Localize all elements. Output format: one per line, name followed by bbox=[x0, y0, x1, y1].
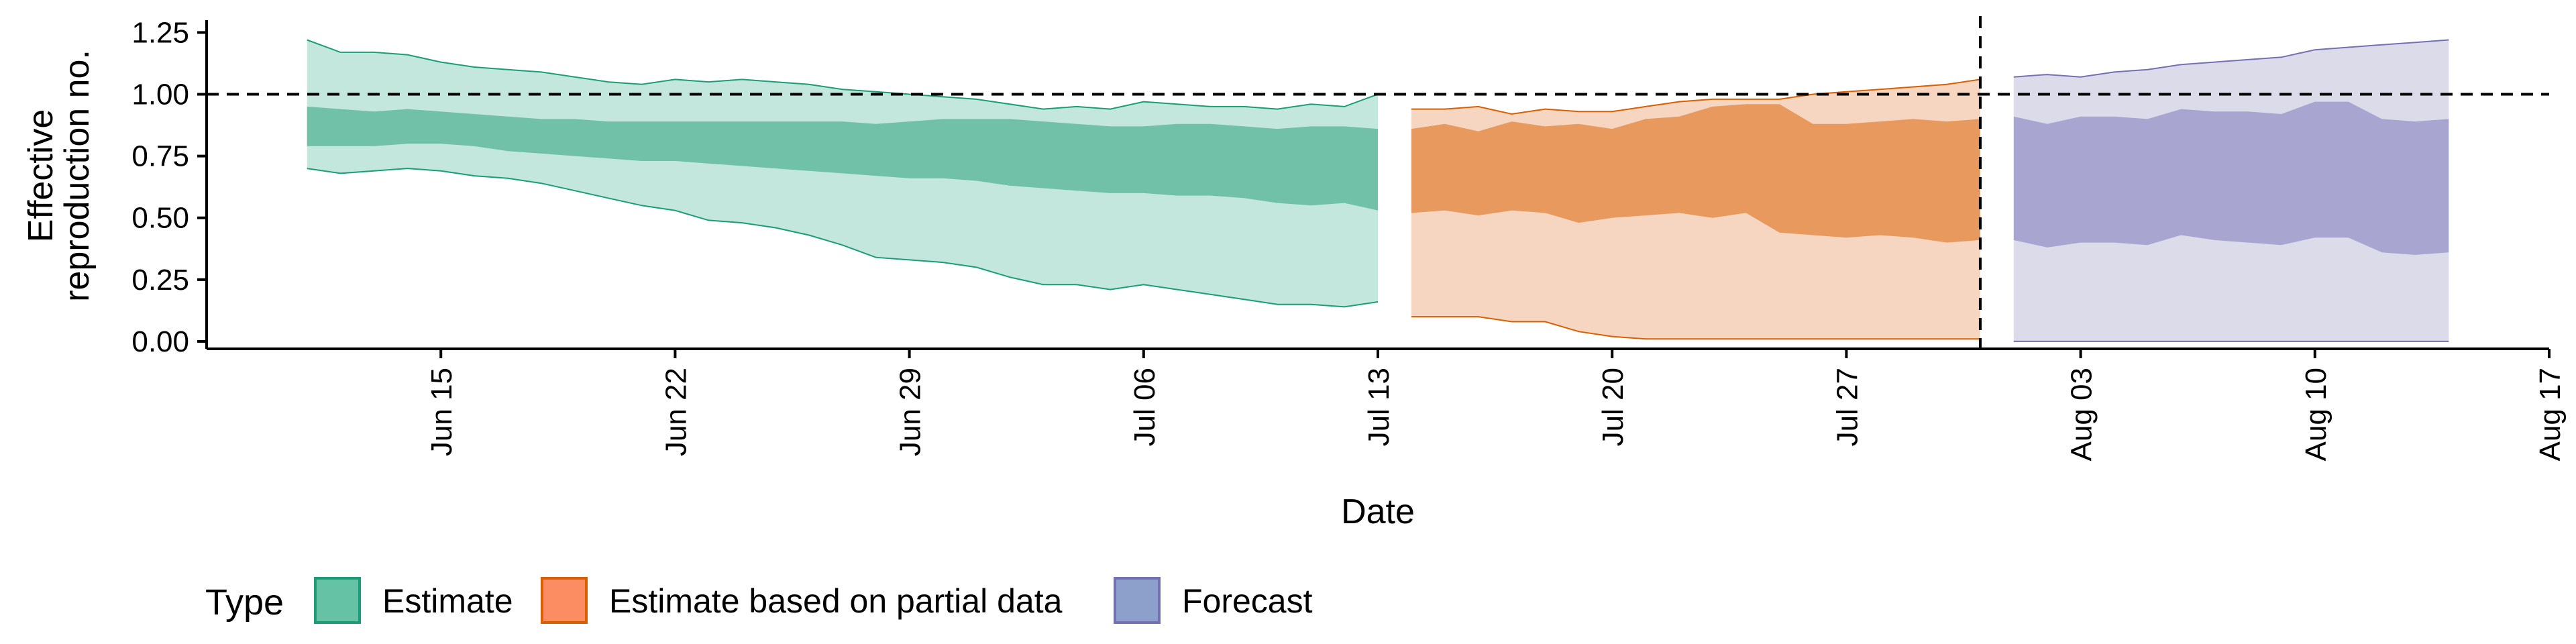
legend: Type Estimate Estimate based on partial … bbox=[205, 577, 1313, 624]
x-tick-label: Aug 03 bbox=[2065, 368, 2098, 461]
legend-label-estimate: Estimate bbox=[382, 582, 513, 620]
x-tick-label: Jul 13 bbox=[1362, 368, 1395, 446]
upper-bound-line-estimate bbox=[307, 39, 1379, 110]
axes bbox=[197, 20, 2551, 358]
x-tick-label: Aug 17 bbox=[2534, 368, 2567, 461]
legend-key-partial bbox=[541, 577, 588, 624]
y-tick-label: 1.00 bbox=[131, 78, 189, 111]
legend-entry-partial: Estimate based on partial data bbox=[541, 577, 1063, 624]
y-tick-label: 0.50 bbox=[131, 202, 189, 235]
x-tick-label: Jun 29 bbox=[894, 368, 927, 456]
x-tick-label: Jul 06 bbox=[1128, 368, 1161, 446]
x-tick-label: Jun 22 bbox=[659, 368, 692, 456]
inner-band-forecast bbox=[2013, 101, 2449, 255]
inner-band-estimate bbox=[307, 106, 1379, 211]
x-tick-label: Jul 27 bbox=[1831, 368, 1864, 446]
outer-band-estimate bbox=[307, 40, 1379, 307]
y-tick-label: 1.25 bbox=[131, 16, 189, 49]
series-estimate bbox=[307, 39, 1379, 308]
legend-title: Type bbox=[205, 582, 284, 623]
reference-lines bbox=[207, 16, 2549, 349]
legend-entry-estimate: Estimate bbox=[314, 577, 513, 624]
y-tick-label: 0.00 bbox=[131, 325, 189, 358]
y-tick-label: 0.75 bbox=[131, 140, 189, 173]
x-axis-title: Date bbox=[1341, 492, 1415, 531]
y-axis-title: Effective reproduction no. bbox=[21, 50, 97, 302]
y-tick-label: 0.25 bbox=[131, 264, 189, 297]
legend-key-estimate bbox=[314, 577, 361, 624]
legend-key-forecast bbox=[1114, 577, 1161, 624]
series-estimate-based-on-partial-data bbox=[1411, 78, 1981, 340]
y-axis-title-line-2: reproduction no. bbox=[58, 50, 97, 302]
x-tick-label: Jun 15 bbox=[425, 368, 458, 456]
upper-bound-line-forecast bbox=[2013, 39, 2449, 78]
series-forecast bbox=[2013, 39, 2449, 342]
x-tick-label: Aug 10 bbox=[2300, 368, 2332, 461]
tick-labels: 0.00 0.25 0.50 0.75 1.00 1.25 Jun 15 Jun 22 Jun … bbox=[131, 16, 2567, 461]
lower-bound-line-estimate-based-on-partial-data bbox=[1411, 316, 1980, 340]
inner-band-estimate-based-on-partial-data bbox=[1411, 104, 1980, 243]
legend-entry-forecast: Forecast bbox=[1114, 577, 1313, 624]
x-tick-label: Jul 20 bbox=[1597, 368, 1629, 446]
y-axis-title-line-1: Effective bbox=[21, 109, 60, 242]
series-bands bbox=[307, 39, 2449, 342]
legend-label-forecast: Forecast bbox=[1182, 582, 1313, 620]
upper-bound-line-estimate-based-on-partial-data bbox=[1411, 78, 1981, 115]
lower-bound-line-estimate bbox=[307, 168, 1379, 308]
legend-label-partial: Estimate based on partial data bbox=[609, 582, 1063, 620]
